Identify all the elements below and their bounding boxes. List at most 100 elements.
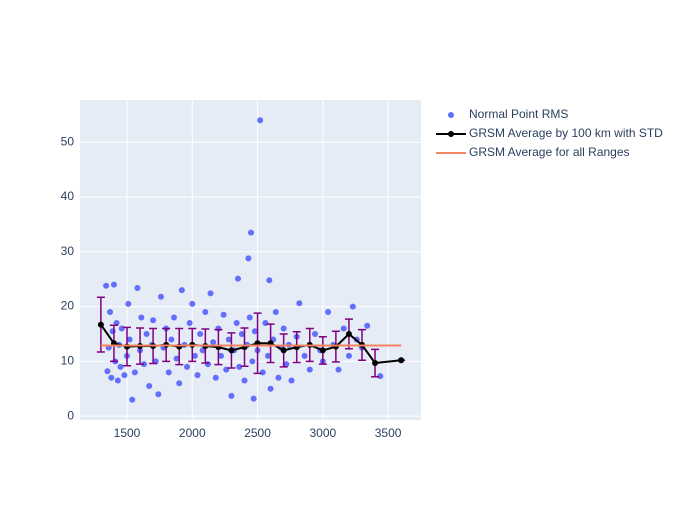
point xyxy=(126,336,133,343)
point xyxy=(131,369,138,376)
point xyxy=(184,363,191,370)
y-tick-label: 50 xyxy=(61,134,75,148)
point xyxy=(202,309,209,316)
x-tick-label: 2500 xyxy=(244,426,271,440)
point xyxy=(104,368,111,375)
point xyxy=(110,281,117,288)
point xyxy=(118,325,125,332)
point xyxy=(178,287,185,294)
legend-label: GRSM Average by 100 km with STD xyxy=(469,126,663,140)
point xyxy=(248,229,255,236)
y-tick-label: 20 xyxy=(61,299,75,313)
point xyxy=(107,309,114,316)
axes: 0 10 20 30 40 50 1500 2000 2500 3000 3500 xyxy=(61,134,402,440)
point xyxy=(197,330,204,337)
point xyxy=(146,383,153,390)
point xyxy=(199,347,206,354)
point xyxy=(325,309,332,316)
point xyxy=(332,343,339,350)
point xyxy=(117,363,124,370)
point xyxy=(301,352,308,359)
point xyxy=(262,320,269,327)
point xyxy=(245,255,252,262)
point xyxy=(335,366,342,373)
y-tick-label: 10 xyxy=(61,354,75,368)
point xyxy=(121,372,128,379)
point xyxy=(311,330,318,337)
x-tick-label: 1500 xyxy=(114,426,141,440)
point xyxy=(194,372,201,379)
point xyxy=(176,343,183,350)
y-tick-label: 0 xyxy=(67,408,74,422)
point xyxy=(264,352,271,359)
marks xyxy=(96,117,406,403)
x-tick-label: 3000 xyxy=(309,426,336,440)
point xyxy=(377,373,384,380)
point xyxy=(191,352,198,359)
point xyxy=(103,282,110,289)
point xyxy=(134,284,141,291)
point xyxy=(238,330,245,337)
legend-label: Normal Point RMS xyxy=(469,107,568,121)
point xyxy=(250,395,257,402)
point xyxy=(398,357,405,364)
legend-marker xyxy=(448,131,454,137)
x-tick-label: 2000 xyxy=(179,426,206,440)
point xyxy=(272,309,279,316)
point xyxy=(129,396,136,403)
point xyxy=(280,347,287,354)
point xyxy=(296,300,303,307)
point xyxy=(97,321,104,328)
point xyxy=(108,374,115,381)
point xyxy=(349,303,356,310)
point xyxy=(249,358,256,365)
y-tick-label: 30 xyxy=(61,244,75,258)
point xyxy=(207,290,214,297)
point xyxy=(372,360,379,367)
point xyxy=(165,369,172,376)
point xyxy=(236,363,243,370)
point xyxy=(340,325,347,332)
point xyxy=(168,336,175,343)
point xyxy=(266,277,273,284)
point xyxy=(150,317,157,324)
point xyxy=(306,366,313,373)
point xyxy=(345,330,352,337)
point xyxy=(225,336,232,343)
point xyxy=(220,311,227,318)
point xyxy=(189,300,196,307)
point xyxy=(280,325,287,332)
point xyxy=(217,352,224,359)
point xyxy=(246,314,253,321)
point xyxy=(123,343,130,350)
y-tick-label: 40 xyxy=(61,189,75,203)
point xyxy=(241,377,248,384)
point xyxy=(228,347,235,354)
point xyxy=(114,377,121,384)
point xyxy=(364,322,371,329)
point xyxy=(233,320,240,327)
x-tick-label: 3500 xyxy=(375,426,402,440)
point xyxy=(288,377,295,384)
point xyxy=(173,355,180,362)
point xyxy=(319,347,326,354)
point xyxy=(267,385,274,392)
point xyxy=(109,328,116,335)
point xyxy=(157,293,164,300)
point xyxy=(228,392,235,399)
point xyxy=(125,300,132,307)
point xyxy=(283,361,290,368)
point xyxy=(257,117,264,124)
legend-label: GRSM Average for all Ranges xyxy=(469,145,630,159)
point xyxy=(259,369,266,376)
point xyxy=(138,314,145,321)
point xyxy=(212,374,219,381)
point xyxy=(155,391,162,398)
point xyxy=(210,339,217,346)
point xyxy=(186,320,193,327)
legend-marker xyxy=(448,112,454,118)
point xyxy=(143,330,150,337)
point xyxy=(234,275,241,282)
point xyxy=(176,380,183,387)
